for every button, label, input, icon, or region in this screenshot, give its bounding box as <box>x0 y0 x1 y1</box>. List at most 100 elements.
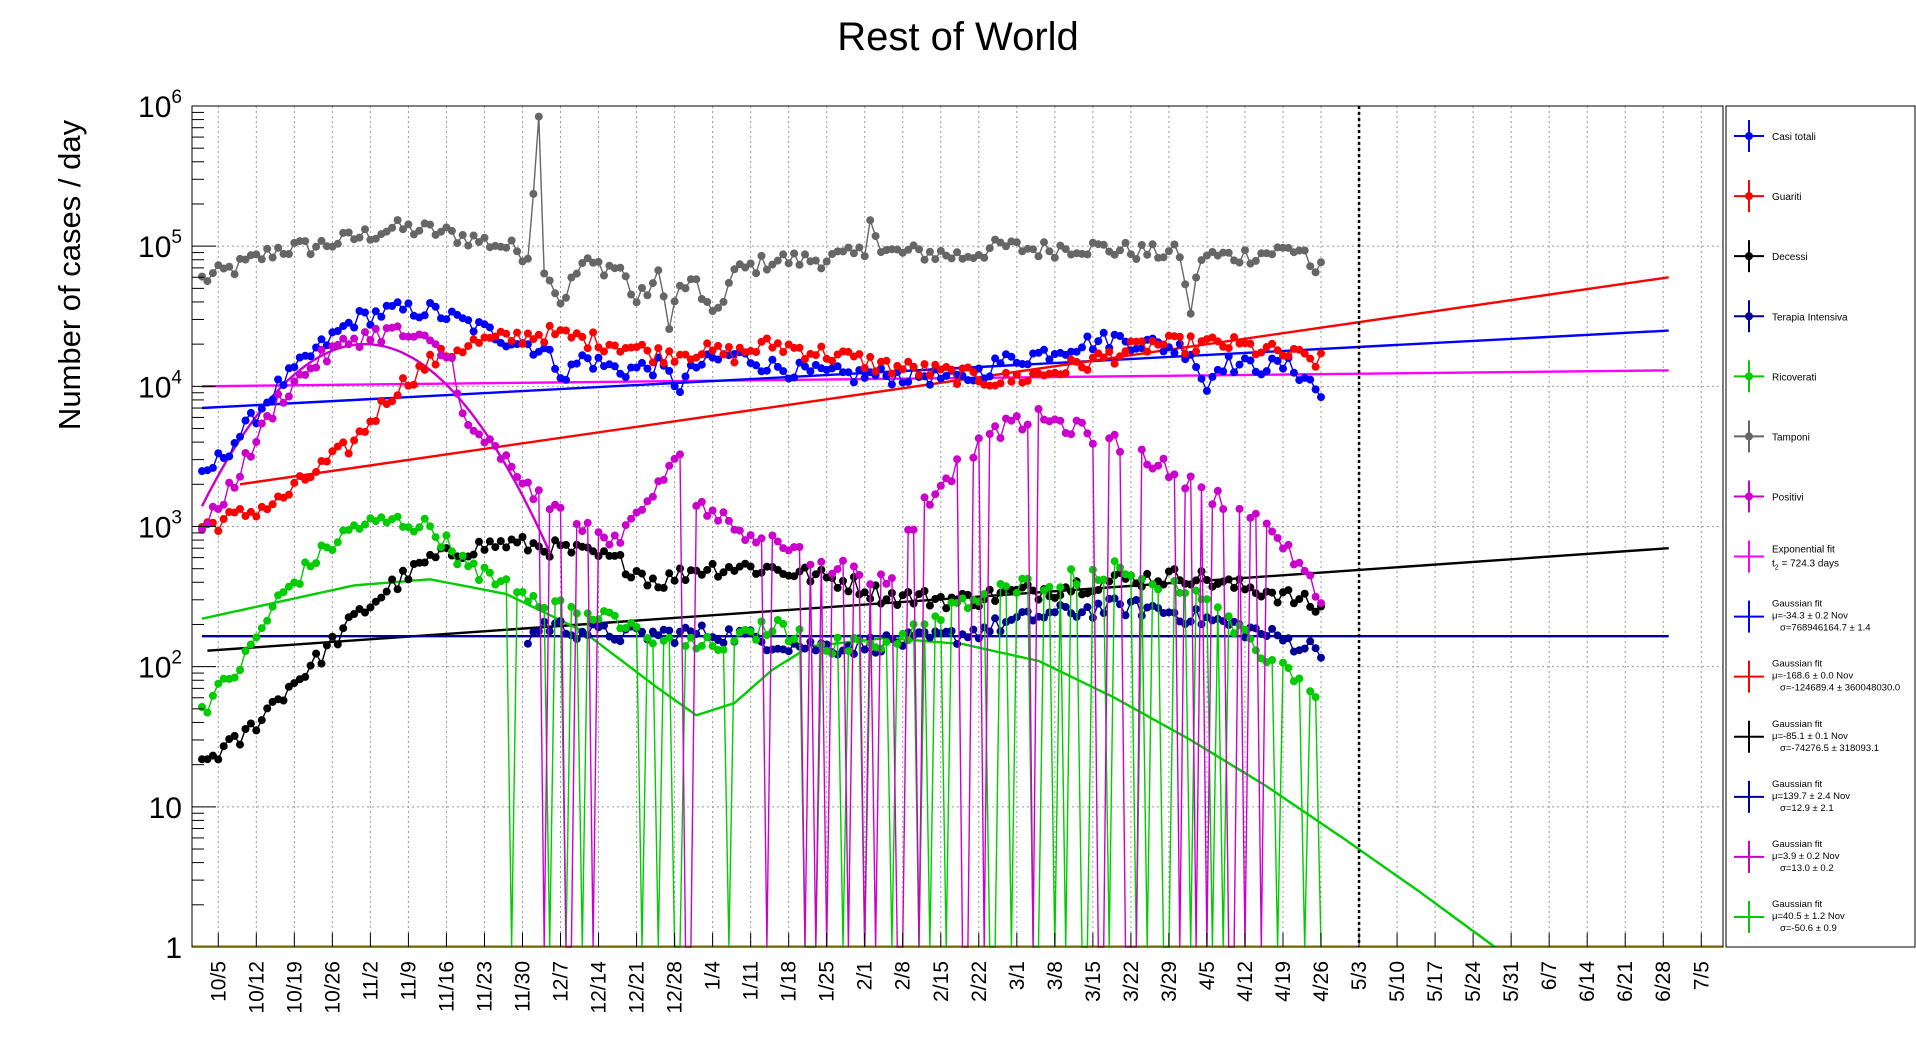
data-point <box>540 547 549 556</box>
data-point <box>659 292 668 301</box>
data-point <box>638 505 646 514</box>
data-point <box>643 364 652 373</box>
data-point <box>665 461 674 470</box>
data-point <box>627 363 636 372</box>
data-point <box>246 408 255 417</box>
data-point <box>1284 243 1293 252</box>
data-point <box>431 302 440 311</box>
data-point <box>317 335 326 344</box>
data-point <box>274 243 283 252</box>
data-point <box>746 562 755 571</box>
data-point <box>1007 352 1016 361</box>
data-point <box>1295 558 1304 567</box>
data-point <box>594 257 603 266</box>
data-point <box>638 627 646 636</box>
data-point <box>583 609 592 618</box>
data-point <box>333 538 342 547</box>
x-tick-label: 10/12 <box>245 961 268 1014</box>
data-point <box>268 414 277 423</box>
data-point <box>426 522 435 531</box>
series-ricoverati <box>198 512 1322 948</box>
data-point <box>594 353 603 362</box>
data-point <box>1105 347 1114 356</box>
y-tick-label: 10 <box>149 792 182 825</box>
data-point <box>1099 353 1108 362</box>
data-point <box>1170 348 1179 357</box>
data-point <box>806 560 815 569</box>
data-point <box>377 513 386 522</box>
data-point <box>866 580 875 589</box>
data-point <box>572 520 581 528</box>
data-point <box>1273 598 1282 607</box>
data-point <box>1208 372 1217 381</box>
y-tick-label: 106 <box>138 87 182 124</box>
data-point <box>670 639 679 648</box>
data-point <box>1126 571 1135 580</box>
data-point <box>399 225 407 234</box>
data-point <box>697 497 706 506</box>
data-point <box>339 334 348 343</box>
data-point <box>225 478 234 487</box>
data-point <box>1175 253 1184 262</box>
data-point <box>371 417 380 425</box>
data-point <box>447 354 456 363</box>
data-point <box>643 291 652 300</box>
data-point <box>545 505 554 514</box>
legend-label: Gaussian fit <box>1772 659 1823 670</box>
data-point <box>1159 580 1168 589</box>
legend-doubling-time: t2 = 724.3 days <box>1772 559 1839 572</box>
data-point <box>746 259 755 268</box>
data-point <box>475 576 483 584</box>
data-point <box>811 570 820 579</box>
data-point <box>1137 445 1146 454</box>
data-point <box>1186 309 1195 318</box>
data-point <box>817 342 826 351</box>
data-point <box>985 430 994 438</box>
data-point <box>833 565 842 574</box>
x-axis: 10/5 10/12 10/19 10/26 11/2 11/9 11/16 11/23 11/… <box>207 933 1713 1014</box>
data-point <box>632 623 641 631</box>
data-point <box>936 481 945 490</box>
legend-entry: Exponential fit t2 = 724.3 days <box>1734 540 1839 573</box>
data-point <box>1317 393 1325 402</box>
data-point <box>1311 607 1320 616</box>
data-point <box>1317 258 1325 267</box>
data-point <box>904 377 913 386</box>
legend-entry: Guariti <box>1734 180 1801 213</box>
data-point <box>947 254 956 263</box>
data-point <box>719 297 728 306</box>
data-point <box>1284 540 1293 549</box>
data-point <box>643 634 652 643</box>
data-point <box>485 537 494 546</box>
data-point <box>730 566 739 575</box>
data-point <box>1154 585 1163 594</box>
data-point <box>963 604 972 613</box>
data-point <box>263 704 272 713</box>
data-point <box>670 297 679 306</box>
data-point <box>1007 377 1016 386</box>
data-point <box>632 363 641 372</box>
data-point <box>415 523 424 532</box>
data-point <box>855 350 864 359</box>
data-point <box>1311 592 1320 601</box>
data-point <box>1018 425 1027 434</box>
data-point <box>1012 370 1021 379</box>
data-point <box>469 550 478 559</box>
data-point <box>1116 563 1124 572</box>
data-point <box>1175 332 1184 341</box>
data-point <box>507 236 516 245</box>
data-point <box>1268 624 1277 633</box>
data-point <box>344 449 353 458</box>
data-point <box>920 620 929 629</box>
data-point <box>431 553 440 562</box>
x-tick-label: 4/26 <box>1310 961 1333 1002</box>
data-point <box>453 239 462 248</box>
data-point <box>963 363 972 372</box>
data-point <box>523 597 532 606</box>
data-point <box>1007 416 1016 425</box>
data-point <box>790 373 799 382</box>
data-point <box>1088 565 1097 574</box>
legend-sigma: σ=-50.6 ± 0.9 <box>1780 923 1837 934</box>
x-tick-label: 5/3 <box>1348 961 1371 990</box>
